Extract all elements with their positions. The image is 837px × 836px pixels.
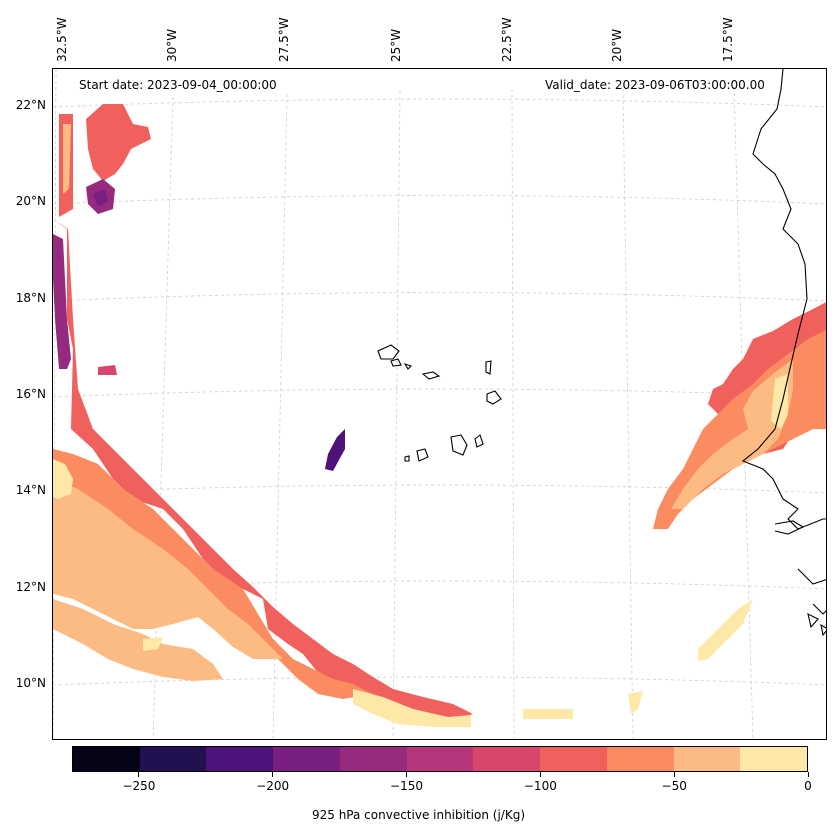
- colorbar-tick-label: −200: [256, 779, 290, 793]
- colorbar-tick: [539, 772, 541, 777]
- parallel-18n: [53, 292, 826, 302]
- colorbar-swatch: [139, 747, 207, 771]
- colorbar-swatch: [606, 747, 674, 771]
- cin-map: [53, 69, 826, 739]
- cape-verde-maio: [474, 434, 484, 448]
- cape-verde-sao-nicolau: [421, 371, 441, 380]
- contour-nw-blob: [86, 104, 151, 181]
- contour-nw-strip-light: [63, 124, 71, 194]
- colorbar-swatch: [473, 747, 541, 771]
- lon-label-32-5w: 32.5°W: [55, 17, 69, 62]
- colorbar: [72, 746, 808, 772]
- colorbar-swatch: [206, 747, 274, 771]
- meridian-30w: [152, 96, 174, 739]
- parallel-10n: [53, 676, 826, 686]
- colorbar-tick: [406, 772, 408, 777]
- contour-east-light: [671, 359, 793, 509]
- colorbar-swatch: [273, 747, 340, 771]
- colorbar-tick-label: −100: [523, 779, 557, 793]
- colorbar-tick-label: −50: [661, 779, 687, 793]
- contour-west-yellow-4: [143, 637, 163, 651]
- contour-nw-purple-2: [93, 189, 108, 207]
- cape-verde-boa-vista: [486, 390, 502, 405]
- colorbar-tick: [138, 772, 140, 777]
- contour-west-yellow: [53, 459, 73, 499]
- meridian-22-5w: [511, 88, 515, 739]
- colorbar-swatch: [540, 747, 607, 771]
- lon-label-25w: 25°W: [389, 28, 403, 62]
- cape-verde-santiago: [450, 434, 468, 456]
- colorbar-tick: [807, 772, 809, 777]
- lat-label-10n: 10°N: [15, 676, 46, 690]
- contour-small-pocket: [98, 365, 117, 375]
- lat-label-14n: 14°N: [15, 483, 46, 497]
- lat-label-16n: 16°N: [15, 387, 46, 401]
- cin-contours-northwest: [53, 104, 151, 375]
- parallel-22n: [53, 98, 826, 108]
- cape-verde-brava: [404, 455, 410, 462]
- cape-verde-fogo: [416, 448, 429, 462]
- map-panel: [52, 68, 827, 740]
- colorbar-swatch: [73, 747, 140, 771]
- contour-east-yellow-dot: [628, 691, 643, 714]
- gambia-coast: [774, 520, 805, 535]
- contour-west-mid: [53, 449, 373, 699]
- lon-label-27-5w: 27.5°W: [277, 17, 291, 62]
- contour-purple-cell: [325, 429, 345, 471]
- africa-coastline: [741, 69, 826, 530]
- cin-contours-east: [628, 302, 826, 714]
- colorbar-tick-label: −250: [122, 779, 156, 793]
- contour-east-yellow-south: [698, 599, 753, 661]
- lat-label-22n: 22°N: [15, 98, 46, 112]
- parallel-14n: [53, 484, 826, 494]
- colorbar-swatch: [406, 747, 474, 771]
- contour-west-yellow-2: [353, 689, 471, 727]
- cape-verde-sal: [485, 360, 492, 375]
- colorbar-tick: [673, 772, 675, 777]
- lat-label-12n: 12°N: [15, 580, 46, 594]
- cin-contours-west: [53, 219, 573, 727]
- contour-west-purple-strip: [53, 234, 71, 369]
- contour-west-light-south: [53, 599, 223, 681]
- colorbar-swatch: [673, 747, 741, 771]
- lon-label-20w: 20°W: [610, 28, 624, 62]
- cape-verde-santa-luzia: [403, 363, 413, 370]
- cape-verde-sao-vicente: [390, 358, 402, 367]
- lat-label-18n: 18°N: [15, 291, 46, 305]
- colorbar-tick-label: −150: [390, 779, 424, 793]
- meridian-17-5w: [733, 86, 754, 739]
- guinea-bissau-coast: [797, 568, 826, 615]
- contour-east-yellow: [771, 374, 788, 429]
- colorbar-tick-label: 0: [804, 779, 812, 793]
- meridian-20w: [622, 88, 634, 739]
- lon-label-30w: 30°W: [165, 28, 179, 62]
- valid-date-label: Valid_date: 2023-09-06T03:00:00.00: [545, 78, 765, 92]
- colorbar-swatch: [339, 747, 407, 771]
- parallel-20n: [53, 195, 826, 205]
- colorbar-swatch: [740, 747, 808, 771]
- meridian-25w: [392, 90, 401, 739]
- contour-west-yellow-3: [523, 709, 573, 719]
- coastlines: [377, 69, 826, 637]
- lon-label-17-5w: 17.5°W: [721, 17, 735, 62]
- start-date-label: Start date: 2023-09-04_00:00:00: [79, 78, 277, 92]
- contour-west-light: [53, 479, 283, 659]
- meridian-32-5w: [53, 69, 57, 739]
- colorbar-label: 925 hPa convective inhibition (j/Kg): [311, 808, 525, 822]
- cape-verde-santo-antao: [377, 344, 400, 360]
- colorbar-tick: [272, 772, 274, 777]
- lat-label-20n: 20°N: [15, 194, 46, 208]
- lon-label-22-5w: 22.5°W: [500, 17, 514, 62]
- bijagos-islands: [807, 612, 826, 637]
